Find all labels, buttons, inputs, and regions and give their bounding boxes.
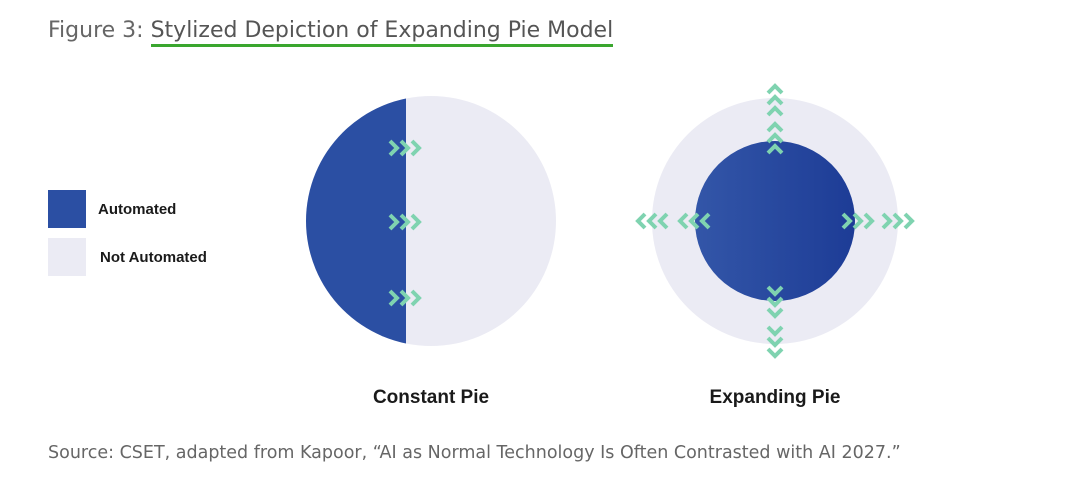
pie-automated — [306, 96, 406, 346]
figure-title: Figure 3: Stylized Depiction of Expandin… — [48, 18, 614, 47]
legend-swatch — [48, 190, 86, 228]
legend-swatch — [48, 238, 86, 276]
figure-label: Figure 3: — [48, 18, 144, 43]
legend-label: Not Automated — [100, 249, 207, 266]
legend-label: Automated — [98, 201, 176, 218]
panel-label: Constant Pie — [373, 387, 489, 408]
pie-inner — [695, 141, 855, 301]
figure-heading[interactable]: Stylized Depiction of Expanding Pie Mode… — [150, 18, 614, 47]
panel-label: Expanding Pie — [710, 387, 841, 408]
source-note: Source: CSET, adapted from Kapoor, “AI a… — [48, 443, 901, 463]
